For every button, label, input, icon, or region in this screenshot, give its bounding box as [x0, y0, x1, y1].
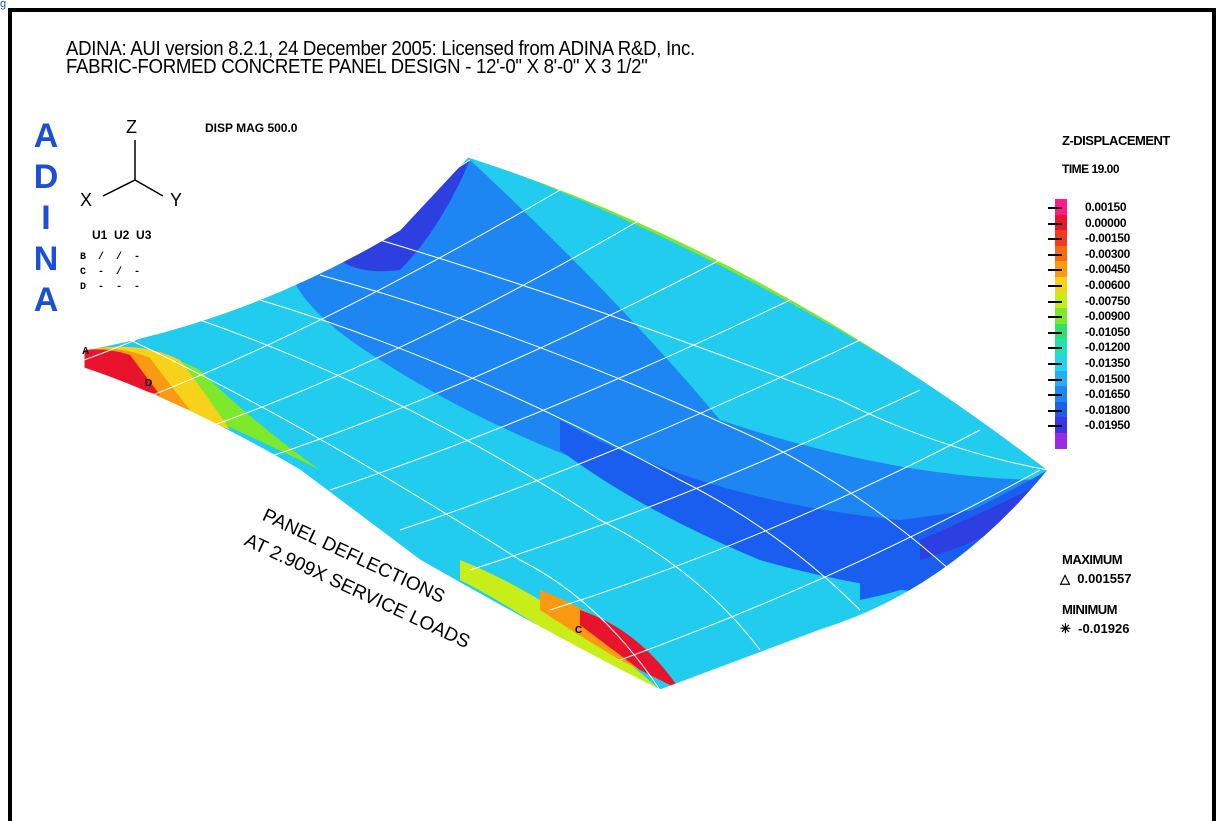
- disp-mag-label: DISP MAG 500.0: [205, 121, 298, 135]
- bc-header-u3: U3: [136, 228, 152, 242]
- legend-value: -0.00150: [1085, 231, 1130, 246]
- colorbar-band: [1055, 401, 1067, 418]
- colorbar-band: [1055, 432, 1067, 449]
- legend-value: 0.00150: [1085, 200, 1127, 214]
- legend-value: -0.01350: [1085, 356, 1130, 370]
- legend-value: -0.00900: [1085, 309, 1130, 324]
- bc-row-marks: / / -: [98, 252, 141, 263]
- legend-colorbar: [1055, 199, 1067, 449]
- legend-title: Z-DISPLACEMENT: [1062, 133, 1170, 148]
- legend-time: TIME 19.00: [1062, 162, 1120, 176]
- legend-value: -0.01800: [1085, 402, 1130, 417]
- legend-value: 0.00000: [1085, 215, 1127, 230]
- colorbar-band: [1055, 386, 1067, 402]
- legend-tick: [1048, 207, 1062, 209]
- colorbar-band: [1055, 323, 1067, 340]
- bc-row-marks: - / -: [98, 267, 141, 278]
- minimum-value: ✳ -0.01926: [1060, 621, 1130, 636]
- axis-x-label: X: [80, 190, 93, 210]
- legend-value: -0.00750: [1085, 293, 1130, 308]
- legend-value: -0.01950: [1085, 418, 1130, 433]
- minimum-label: MINIMUM: [1062, 602, 1118, 617]
- node-label-d: D: [145, 378, 153, 389]
- bc-row-label: D: [80, 282, 87, 293]
- title-line-1: ADINA: AUI version 8.2.1, 24 December 20…: [66, 38, 695, 60]
- legend-tick: [1048, 409, 1062, 412]
- bc-row-label: B: [80, 252, 87, 263]
- colorbar-band: [1055, 417, 1067, 433]
- legend-tick: [1048, 394, 1062, 397]
- legend-value: -0.00600: [1085, 278, 1130, 292]
- bc-header: U1 U2 U3: [92, 228, 151, 242]
- legend-tick: [1048, 363, 1062, 365]
- maximum-label: MAXIMUM: [1062, 552, 1123, 567]
- legend-tick: [1048, 269, 1062, 272]
- colorbar-band: [1055, 292, 1067, 309]
- bc-row: B / / -: [80, 252, 140, 263]
- colorbar-band: [1055, 276, 1067, 293]
- colorbar-band: [1055, 354, 1067, 371]
- legend-value: -0.01500: [1085, 371, 1130, 386]
- maximum-value: △ 0.001557: [1060, 571, 1132, 586]
- logo-letter: N: [33, 240, 59, 278]
- colorbar-band: [1055, 214, 1067, 231]
- logo-letter: D: [33, 158, 59, 196]
- bc-row-marks: - - -: [98, 282, 141, 293]
- legend-tick: [1048, 300, 1062, 303]
- node-label-a: A: [82, 346, 90, 357]
- axis-y-label: Y: [170, 190, 183, 210]
- legend-value: -0.01200: [1085, 340, 1130, 355]
- colorbar-band: [1055, 370, 1067, 387]
- legend-value: -0.00450: [1085, 262, 1130, 277]
- colorbar-band: [1055, 308, 1067, 324]
- logo-letter: A: [33, 281, 59, 319]
- bc-row-label: C: [80, 267, 87, 278]
- colorbar-band: [1055, 230, 1067, 246]
- colorbar-band: [1055, 199, 1067, 215]
- corner-link[interactable]: g: [0, 0, 7, 10]
- legend-tick: [1048, 347, 1062, 350]
- legend-tick: [1048, 425, 1062, 428]
- legend-value: -0.00300: [1085, 246, 1130, 261]
- legend-value: -0.01650: [1085, 387, 1130, 402]
- legend-tick: [1048, 222, 1062, 225]
- title-line-2: FABRIC-FORMED CONCRETE PANEL DESIGN - 12…: [66, 56, 648, 78]
- legend-tick: [1048, 316, 1062, 319]
- logo-letter: I: [41, 199, 51, 237]
- colorbar-band: [1055, 261, 1067, 277]
- legend-value: -0.01050: [1085, 324, 1130, 339]
- logo-letter: A: [33, 117, 59, 155]
- bc-header-u1: U1: [92, 228, 108, 242]
- legend-tick: [1048, 238, 1062, 241]
- colorbar-band: [1055, 245, 1067, 262]
- plot-title: ADINA: AUI version 8.2.1, 24 December 20…: [66, 38, 695, 78]
- legend-tick: [1048, 253, 1062, 256]
- bc-row: C - / -: [80, 267, 140, 278]
- legend-tick: [1048, 378, 1062, 381]
- adina-logo: A D I N A: [28, 116, 64, 321]
- node-label-c: C: [575, 625, 583, 636]
- axis-z-label: Z: [126, 117, 137, 137]
- colorbar-band: [1055, 339, 1067, 355]
- bc-header-u2: U2: [114, 228, 130, 242]
- legend-tick: [1048, 331, 1062, 334]
- legend-tick: [1048, 285, 1062, 287]
- bc-row: D - - -: [80, 282, 140, 293]
